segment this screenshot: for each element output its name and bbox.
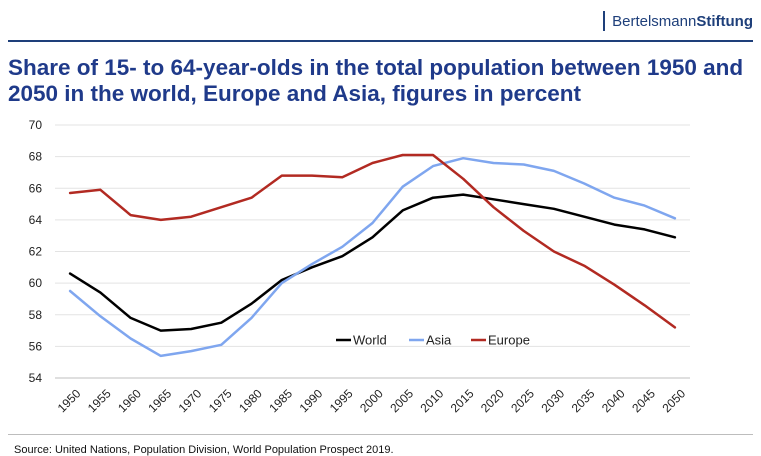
x-tick-label: 1975 (206, 386, 235, 415)
x-tick-label: 1965 (145, 386, 174, 415)
x-tick-label: 1980 (236, 386, 265, 415)
footer-rule (8, 434, 753, 435)
y-tick-label: 68 (29, 150, 43, 164)
y-tick-label: 60 (29, 276, 43, 290)
x-tick-label: 2005 (387, 386, 416, 415)
y-tick-label: 66 (29, 181, 43, 195)
x-tick-label: 2030 (538, 386, 567, 415)
series-line-asia (68, 156, 677, 358)
x-tick-label: 2020 (478, 386, 507, 415)
x-tick-label: 2015 (448, 386, 477, 415)
x-tick-label: 2010 (418, 386, 447, 415)
x-tick-label: 2045 (629, 386, 658, 415)
brand-name-light: Bertelsmann (612, 12, 697, 30)
y-tick-label: 62 (29, 245, 43, 259)
y-tick-label: 70 (29, 118, 43, 132)
legend-label-world: World (353, 333, 387, 348)
y-tick-label: 54 (29, 371, 43, 385)
x-tick-label: 2000 (357, 386, 386, 415)
series-line-europe (68, 153, 677, 329)
x-tick-label: 2040 (599, 386, 628, 415)
x-tick-label: 2050 (659, 386, 688, 415)
x-tick-label: 1960 (115, 386, 144, 415)
x-tick-label: 1970 (176, 386, 205, 415)
chart-title: Share of 15- to 64-year-olds in the tota… (8, 55, 744, 106)
source-note: Source: United Nations, Population Divis… (14, 444, 394, 456)
y-tick-label: 56 (29, 339, 43, 353)
x-tick-label: 1995 (327, 386, 356, 415)
series-line-world (68, 193, 677, 332)
header-rule (8, 40, 753, 42)
brand-name-bold: Stiftung (696, 12, 753, 30)
x-tick-label: 1950 (55, 386, 84, 415)
brand-divider (603, 11, 606, 31)
x-tick-label: 2035 (569, 386, 598, 415)
x-tick-label: 2025 (508, 386, 537, 415)
x-tick-label: 1955 (85, 386, 114, 415)
y-tick-label: 58 (29, 308, 43, 322)
legend-label-asia: Asia (426, 333, 452, 348)
y-tick-label: 64 (29, 213, 43, 227)
x-tick-label: 1990 (297, 386, 326, 415)
brand-logo: Bertelsmann Stiftung (603, 8, 753, 34)
x-tick-label: 1985 (266, 386, 295, 415)
legend-label-europe: Europe (488, 333, 530, 348)
